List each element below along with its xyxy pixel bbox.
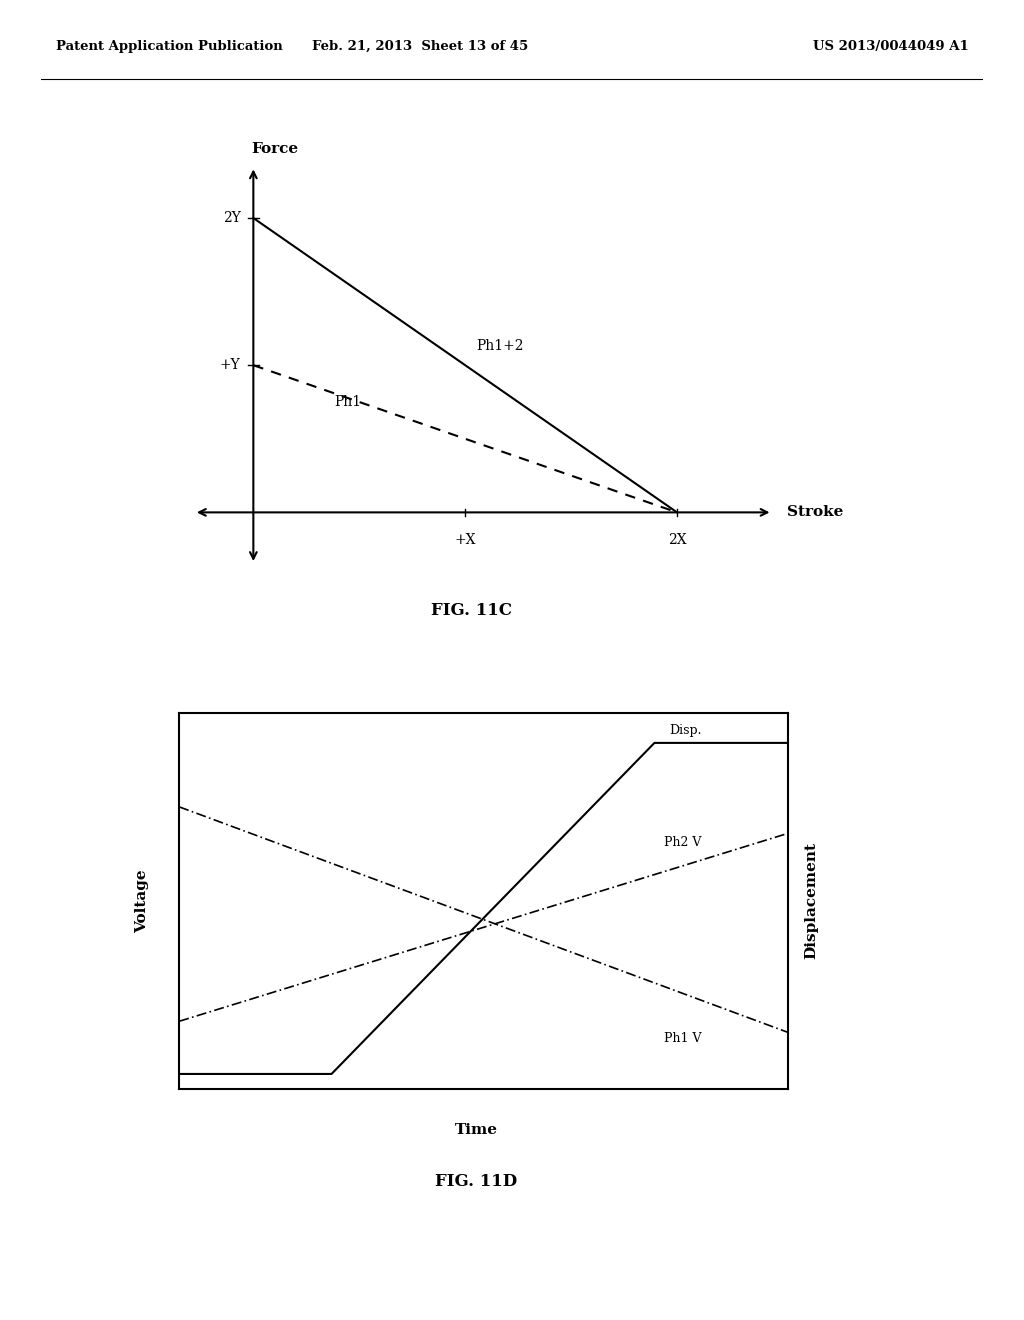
Text: 2Y: 2Y: [223, 211, 241, 224]
Text: Force: Force: [251, 143, 298, 156]
Text: Time: Time: [455, 1123, 498, 1137]
Text: FIG. 11C: FIG. 11C: [430, 602, 512, 619]
Text: Stroke: Stroke: [787, 506, 844, 519]
Text: Ph1 V: Ph1 V: [664, 1032, 701, 1044]
Text: 2X: 2X: [668, 533, 686, 546]
Text: FIG. 11D: FIG. 11D: [435, 1173, 517, 1189]
Text: US 2013/0044049 A1: US 2013/0044049 A1: [813, 40, 969, 53]
Text: Ph1: Ph1: [334, 396, 361, 409]
Text: Ph2 V: Ph2 V: [664, 836, 701, 849]
Text: Disp.: Disp.: [670, 725, 702, 738]
Text: Feb. 21, 2013  Sheet 13 of 45: Feb. 21, 2013 Sheet 13 of 45: [311, 40, 528, 53]
Text: Patent Application Publication: Patent Application Publication: [56, 40, 283, 53]
Text: Displacement: Displacement: [805, 842, 818, 960]
Text: Voltage: Voltage: [135, 869, 150, 933]
Text: Ph1+2: Ph1+2: [476, 339, 523, 354]
Text: +X: +X: [455, 533, 476, 546]
Text: +Y: +Y: [220, 358, 241, 372]
